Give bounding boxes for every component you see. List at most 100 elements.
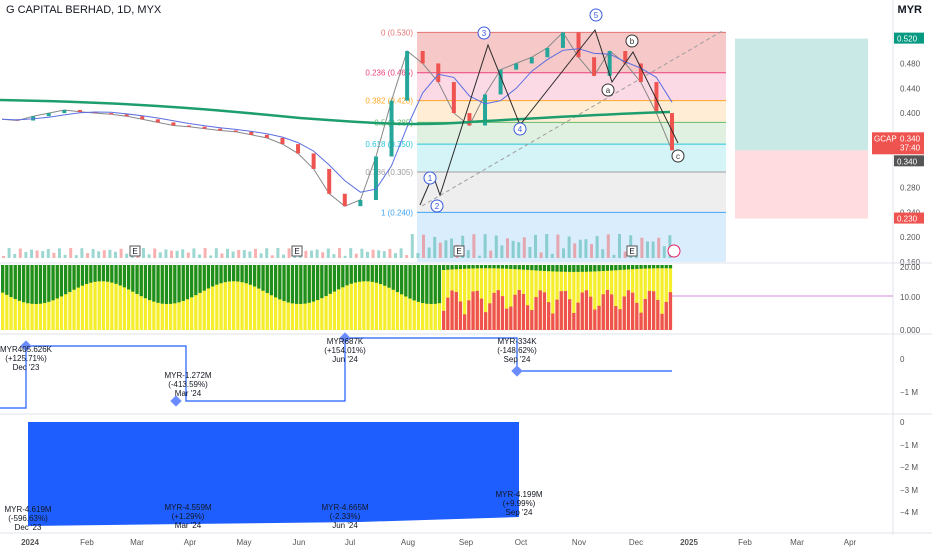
fib-zone [417, 172, 726, 213]
osc-bar-green [43, 265, 47, 303]
osc-bar-green [442, 265, 446, 270]
osc-bar-green [471, 265, 475, 269]
osc-bar-yellow [223, 265, 227, 330]
osc-bar-yellow [568, 265, 572, 330]
ma-short-line [1, 48, 673, 193]
osc-bar-green [446, 265, 450, 270]
osc-bar-yellow [370, 265, 374, 330]
net-change-value: MYR-334K [497, 337, 537, 346]
volume-bar [158, 252, 162, 258]
osc-bar-yellow [332, 265, 337, 330]
wave-label-circle [601, 83, 615, 97]
osc-bar-yellow [597, 265, 601, 330]
osc-bar-green [530, 265, 534, 271]
volume-bar [7, 248, 11, 258]
osc-bar-green [261, 265, 265, 291]
price-axis-tick: 0.480 [900, 59, 921, 68]
osc-bar-green [253, 265, 257, 287]
osc-bar-yellow [366, 265, 370, 330]
osc-bar-red [555, 299, 559, 330]
volume-bar [556, 234, 560, 258]
osc-bar-red [639, 312, 643, 330]
wave-label-1: 1 [423, 171, 437, 185]
time-axis-tick: Apr [184, 538, 197, 547]
osc-bar-green [80, 265, 85, 286]
osc-bar-green [626, 265, 631, 270]
osc-bar-yellow [72, 265, 76, 330]
osc-bar-red [664, 301, 668, 330]
osc-bar-red [530, 309, 534, 330]
osc-bar-green [55, 265, 59, 299]
osc-bar-green [211, 265, 215, 287]
volume-bar [24, 252, 28, 258]
osc-bar-green [433, 265, 437, 304]
osc-bar-yellow [257, 265, 261, 330]
price-candle [405, 51, 410, 101]
net-change-value: MYR-1.272M [164, 371, 211, 380]
volume-bar [472, 234, 476, 258]
osc-bar-yellow [479, 265, 484, 330]
volume-bar [203, 248, 207, 258]
net-change-step-line [0, 337, 672, 409]
osc-bar-red [492, 292, 496, 330]
osc-bar-green [353, 265, 358, 283]
cashflow-axis-tick: −3 M [900, 486, 918, 495]
volume-bar [343, 255, 347, 258]
currency-label[interactable]: MYR [897, 4, 922, 16]
osc-bar-green [492, 265, 496, 269]
cashflow-axis-tick: 0 [900, 418, 905, 427]
cashflow-value: MYR-4.559M [164, 503, 211, 512]
osc-bar-yellow [509, 265, 513, 330]
volume-bar [287, 248, 291, 258]
osc-bar-red [517, 290, 521, 330]
osc-bar-green [652, 265, 656, 269]
osc-bar-green [395, 265, 400, 293]
volume-bar [332, 254, 336, 258]
osc-bar-yellow [353, 265, 358, 330]
osc-bar-yellow [400, 265, 404, 330]
osc-bar-yellow [106, 265, 110, 330]
net-change-period: Dec '23 [13, 363, 40, 372]
osc-axis-tick: 0.000 [900, 326, 921, 335]
volume-bar [494, 235, 498, 258]
osc-bar-green [484, 265, 488, 269]
net-change-pct: (-148.62%) [497, 346, 537, 355]
volume-bar [371, 249, 375, 258]
osc-bar-red [442, 310, 446, 330]
price-candle [623, 51, 628, 64]
volume-bar [248, 251, 252, 258]
osc-bar-yellow [139, 265, 143, 330]
price-candle [202, 126, 207, 129]
osc-bar-green [93, 265, 97, 282]
wave-label-b: b [625, 34, 639, 48]
price-candle [420, 51, 425, 64]
volume-bar [517, 242, 521, 258]
net-change-pct: (+125.71%) [5, 354, 47, 363]
stop-price-label: 0.230 [897, 215, 918, 224]
osc-bar-green [416, 265, 421, 302]
osc-bar-green [664, 265, 668, 269]
osc-bar-red [601, 294, 605, 330]
volume-bar [444, 240, 448, 258]
osc-bar-red [496, 290, 500, 330]
cashflow-period: Jun '24 [332, 521, 358, 530]
volume-bar [422, 234, 425, 258]
volume-bar [651, 241, 655, 258]
osc-bar-yellow [64, 265, 68, 330]
osc-bar-yellow [68, 265, 72, 330]
osc-bar-yellow [551, 265, 555, 330]
time-axis-tick: Feb [738, 538, 752, 547]
osc-bar-green [9, 265, 13, 298]
cashflow-area [28, 422, 519, 526]
osc-bar-green [227, 265, 232, 282]
osc-bar-green [534, 265, 538, 271]
osc-bar-green [572, 265, 576, 272]
osc-bar-yellow [135, 265, 139, 330]
countdown-label: 37:40 [900, 143, 921, 152]
osc-bar-green [437, 265, 442, 304]
osc-bar-red [450, 290, 454, 330]
osc-bar-red [576, 302, 580, 330]
time-axis-tick: Nov [572, 538, 586, 547]
osc-bar-yellow [190, 265, 194, 330]
